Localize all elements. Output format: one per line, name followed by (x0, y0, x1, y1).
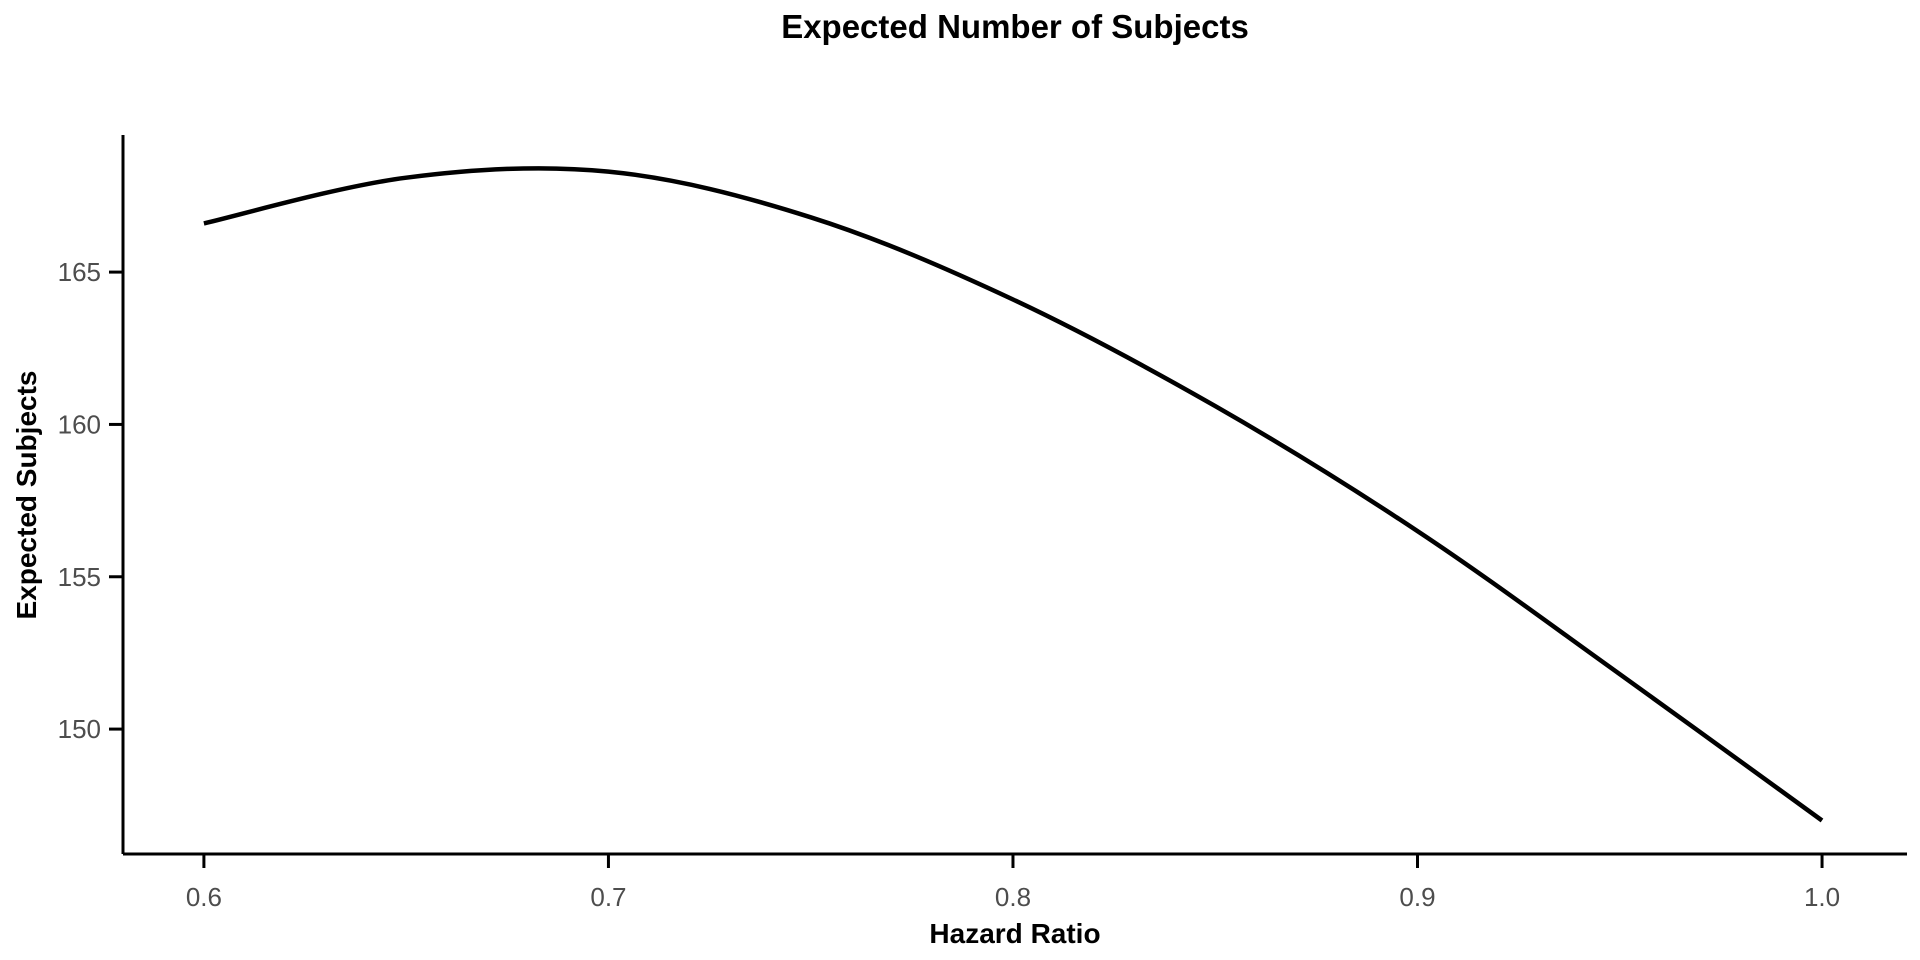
x-tick-label: 1.0 (1804, 882, 1840, 912)
x-tick-label: 0.6 (186, 882, 222, 912)
x-tick-label: 0.8 (995, 882, 1031, 912)
x-tick-label: 0.9 (1399, 882, 1435, 912)
y-tick-label: 165 (58, 257, 101, 287)
y-tick-label: 150 (58, 714, 101, 744)
x-axis-title: Hazard Ratio (929, 918, 1101, 949)
y-tick-label: 155 (58, 562, 101, 592)
y-tick-label: 160 (58, 409, 101, 439)
x-tick-label: 0.7 (590, 882, 626, 912)
chart-title: Expected Number of Subjects (781, 8, 1249, 45)
expected-subjects-curve (203, 166, 1824, 823)
